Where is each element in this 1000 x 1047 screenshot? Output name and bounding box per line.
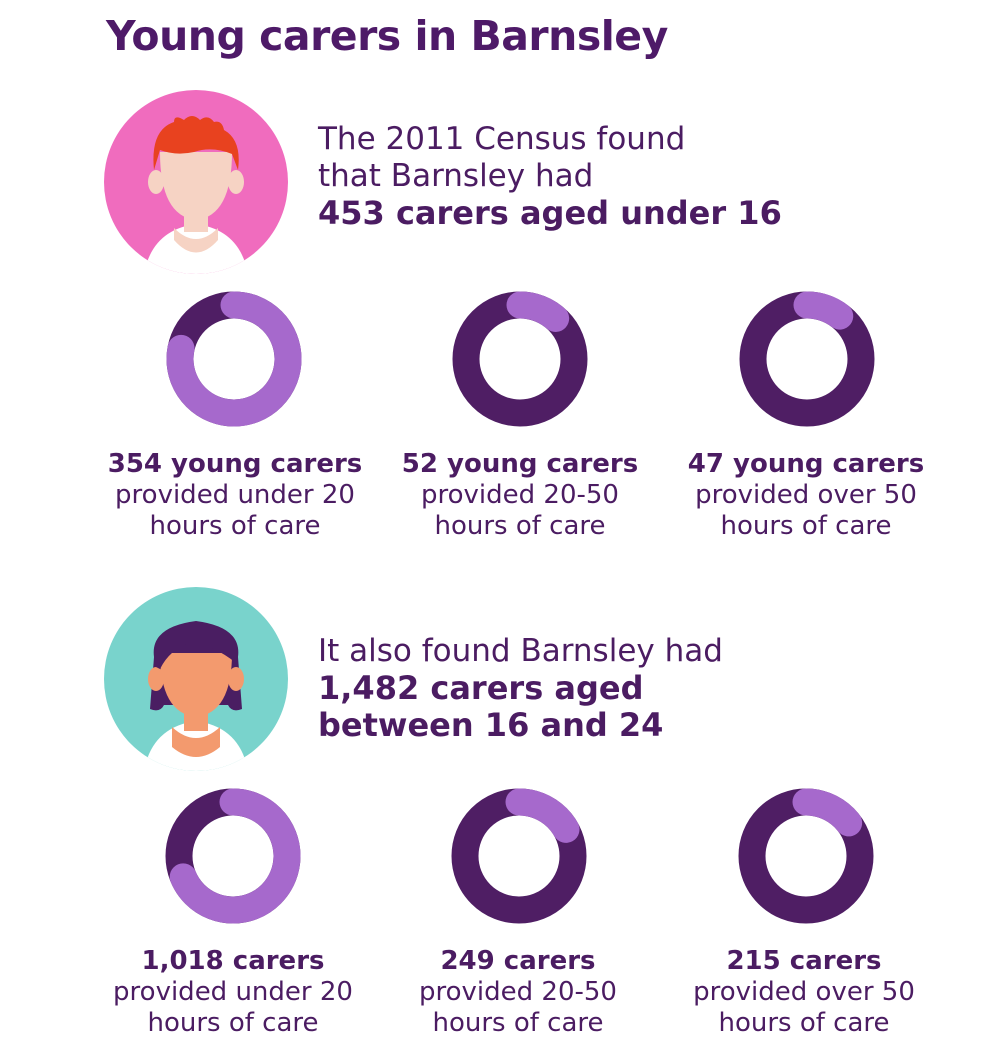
caption-line: provided over 50	[695, 480, 917, 510]
donut-chart-s2-g1	[165, 788, 301, 924]
donut-chart-s1-g2	[452, 291, 588, 427]
intro-line: It also found Barnsley had	[318, 633, 723, 669]
caption-count: 215 carers	[726, 946, 882, 976]
caption-line: hours of care	[718, 1008, 890, 1038]
young-woman-avatar-icon	[104, 587, 288, 771]
caption-line: provided under 20	[115, 480, 355, 510]
caption-line: hours of care	[434, 511, 606, 541]
caption-count: 249 carers	[440, 946, 596, 976]
donut-segment	[793, 291, 854, 330]
caption-count: 354 young carers	[107, 449, 363, 479]
caption-line: provided over 50	[693, 977, 915, 1007]
donut-segment	[505, 788, 580, 843]
donut-chart-s1-g1	[166, 291, 302, 427]
caption-s2-g3: 215 carers provided over 50 hours of car…	[664, 946, 944, 1039]
young-boy-avatar-icon	[104, 90, 288, 274]
donut-segment	[792, 788, 863, 837]
intro-line: The 2011 Census found	[318, 121, 686, 157]
intro-text-2: It also found Barnsley had 1,482 carers …	[318, 633, 723, 744]
caption-line: hours of care	[147, 1008, 319, 1038]
caption-s2-g2: 249 carers provided 20-50 hours of care	[378, 946, 658, 1039]
caption-count: 52 young carers	[401, 449, 639, 479]
donut-chart-s2-g2	[451, 788, 587, 924]
caption-line: provided 20-50	[419, 977, 617, 1007]
donut-segment	[166, 291, 302, 427]
caption-line: hours of care	[432, 1008, 604, 1038]
caption-count: 1,018 carers	[141, 946, 325, 976]
donut-chart-s1-g3	[739, 291, 875, 427]
page-title: Young carers in Barnsley	[106, 12, 668, 60]
caption-count: 47 young carers	[687, 449, 925, 479]
highlight-line: 453 carers aged under 16	[318, 194, 782, 232]
caption-line: provided under 20	[113, 977, 353, 1007]
caption-s2-g1: 1,018 carers provided under 20 hours of …	[93, 946, 373, 1039]
highlight-line: between 16 and 24	[318, 706, 664, 744]
caption-line: hours of care	[720, 511, 892, 541]
intro-line: that Barnsley had	[318, 158, 594, 194]
donut-segment	[169, 788, 301, 924]
caption-s1-g3: 47 young carers provided over 50 hours o…	[666, 449, 946, 542]
donut-chart-s2-g3	[738, 788, 874, 924]
caption-line: provided 20-50	[421, 480, 619, 510]
highlight-line: 1,482 carers aged	[318, 669, 644, 707]
caption-s1-g1: 354 young carers provided under 20 hours…	[95, 449, 375, 542]
caption-s1-g2: 52 young carers provided 20-50 hours of …	[380, 449, 660, 542]
donut-segment	[506, 291, 570, 332]
caption-line: hours of care	[149, 511, 321, 541]
intro-text-1: The 2011 Census found that Barnsley had …	[318, 121, 782, 232]
